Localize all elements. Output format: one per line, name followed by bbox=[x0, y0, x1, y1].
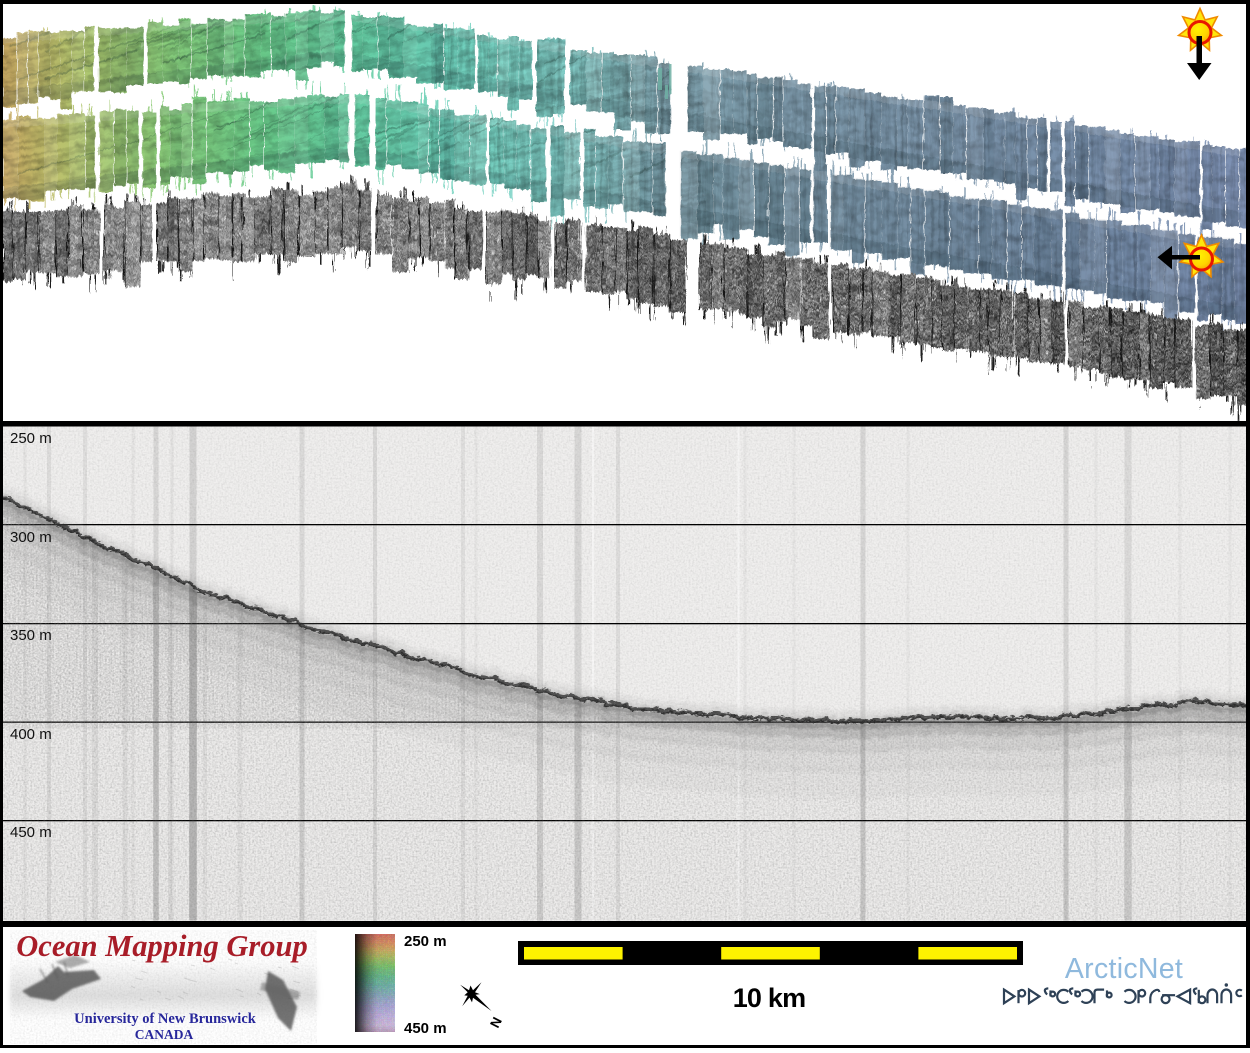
svg-text:350 m: 350 m bbox=[10, 627, 52, 644]
svg-text:450 m: 450 m bbox=[10, 824, 52, 841]
svg-text:450 m: 450 m bbox=[404, 1020, 447, 1037]
svg-text:University of New Brunswick: University of New Brunswick bbox=[74, 1011, 257, 1027]
svg-text:300 m: 300 m bbox=[10, 529, 52, 546]
svg-text:250 m: 250 m bbox=[10, 430, 52, 447]
svg-text:ArcticNet: ArcticNet bbox=[1065, 953, 1183, 985]
svg-text:Ocean Mapping Group: Ocean Mapping Group bbox=[16, 929, 307, 963]
svg-text:CANADA: CANADA bbox=[135, 1027, 194, 1042]
svg-text:10 km: 10 km bbox=[733, 983, 806, 1013]
svg-text:400 m: 400 m bbox=[10, 726, 52, 743]
svg-text:250 m: 250 m bbox=[404, 933, 447, 950]
